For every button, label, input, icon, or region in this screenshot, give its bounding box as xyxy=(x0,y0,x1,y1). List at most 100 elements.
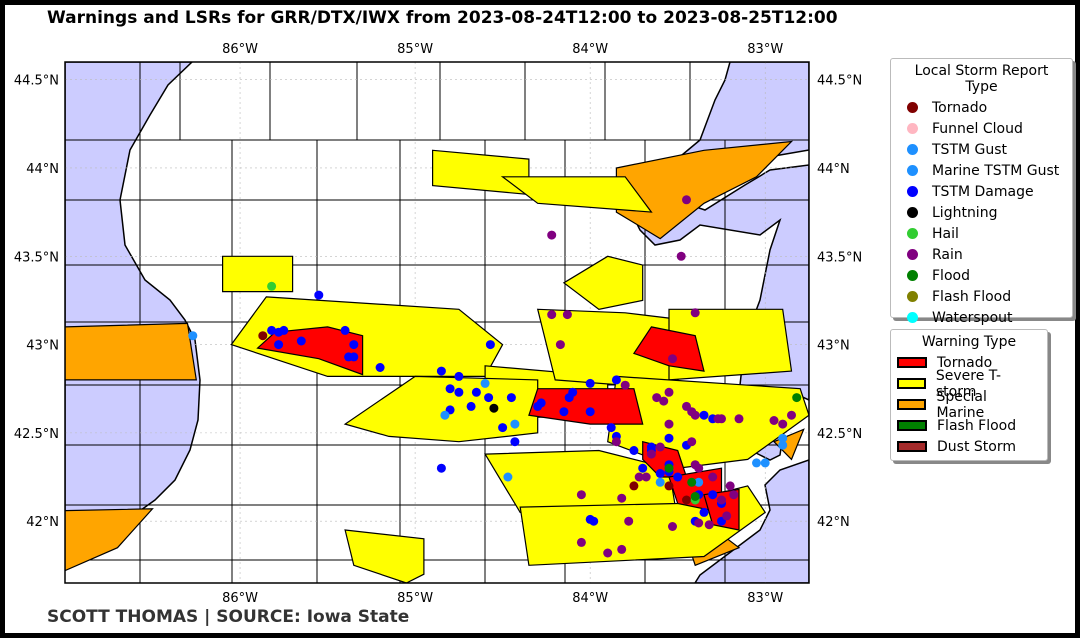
lsr-legend-item: TSTM Damage xyxy=(891,181,1072,202)
tornado-warning-polygon xyxy=(528,388,644,425)
lsr-legend-marker xyxy=(907,207,918,218)
lsr-legend-label: Waterspout xyxy=(932,309,1013,326)
lsr-point-tstm-damage xyxy=(485,340,495,350)
warning-legend-label: Special Marine xyxy=(936,388,987,421)
lsr-point-rain xyxy=(547,310,557,320)
lsr-point-tstm-gust xyxy=(480,378,490,388)
lsr-point-tornado xyxy=(682,495,691,505)
lsr-legend-item: Lightning xyxy=(891,202,1072,223)
lsr-point-tstm-damage xyxy=(638,463,648,473)
lsr-legend-item: Funnel Cloud xyxy=(891,118,1072,139)
map-border xyxy=(64,61,810,584)
lsr-point-tstm-gust xyxy=(510,419,520,429)
warning-legend: Warning Type Tornado Severe T-storm Specia… xyxy=(890,329,1048,461)
lsr-point-tstm-damage xyxy=(445,384,455,394)
lsr-point-rain xyxy=(690,308,700,318)
lsr-legend-item: Flood xyxy=(891,265,1072,286)
lsr-legend-label: Flash Flood xyxy=(932,288,1012,305)
lsr-point-tstm-damage xyxy=(589,516,599,526)
special-marine-warning-polygon xyxy=(65,508,154,572)
lat-tick-label-left: 44°N xyxy=(26,162,59,177)
lsr-point-tstm-damage xyxy=(340,325,350,335)
lsr-legend-label: Tornado xyxy=(932,99,988,116)
lsr-legend-label: Lightning xyxy=(932,204,998,221)
lsr-point-tstm-damage xyxy=(349,340,359,350)
lsr-point-rain xyxy=(664,419,674,429)
lon-tick-label-top: 83°W xyxy=(747,42,783,57)
lsr-point-tstm-damage xyxy=(498,423,508,433)
warning-legend-item: Flash Flood xyxy=(891,415,1047,436)
lsr-point-rain xyxy=(778,419,788,429)
lsr-point-tstm-damage xyxy=(296,336,306,346)
lsr-point-rain xyxy=(717,495,726,505)
lsr-legend-label: Marine TSTM Gust xyxy=(932,162,1060,179)
lsr-point-tstm-damage xyxy=(655,469,665,478)
lsr-point-rain xyxy=(787,410,796,420)
lsr-point-rain xyxy=(547,230,557,240)
lsr-point-rain xyxy=(576,490,586,500)
lsr-point-rain xyxy=(713,414,723,424)
lsr-legend-label: TSTM Damage xyxy=(932,183,1034,200)
lsr-point-tstm-damage xyxy=(436,366,446,376)
lsr-point-tstm-damage xyxy=(436,463,446,473)
lsr-legend: Local Storm Report Type Tornado Funnel Cl… xyxy=(890,58,1073,326)
lsr-point-rain xyxy=(617,493,627,503)
lon-tick-label-bottom: 83°W xyxy=(747,591,783,606)
lsr-legend-item: Hail xyxy=(891,223,1072,244)
warning-legend-swatch xyxy=(897,357,927,368)
lat-tick-label-right: 44.5°N xyxy=(817,74,862,89)
lsr-point-rain xyxy=(668,354,677,364)
lsr-point-rain xyxy=(694,463,704,473)
lsr-point-tornado xyxy=(258,331,268,341)
lsr-point-tstm-damage xyxy=(559,407,569,417)
lsr-point-tstm-gust xyxy=(655,477,665,487)
lsr-point-rain xyxy=(708,472,718,482)
lsr-point-tstm-damage xyxy=(471,387,481,397)
lsr-point-rain xyxy=(725,481,735,491)
lsr-point-tstm-damage xyxy=(510,437,520,447)
lsr-point-tstm-damage xyxy=(611,375,621,385)
credit-text: SCOTT THOMAS | SOURCE: Iowa State xyxy=(47,607,410,627)
lsr-point-tstm-damage xyxy=(564,393,574,403)
warning-legend-swatch xyxy=(897,441,927,452)
lsr-point-rain xyxy=(611,437,621,447)
lsr-point-tstm-damage xyxy=(274,340,284,350)
lsr-point-rain xyxy=(620,380,630,390)
lsr-legend-marker xyxy=(907,228,918,239)
tornado-warning-polygon xyxy=(632,326,705,372)
lsr-legend-marker xyxy=(907,291,918,302)
lsr-legend-label: TSTM Gust xyxy=(932,141,1008,158)
warning-legend-swatch xyxy=(897,399,927,410)
lsr-point-tstm-gust xyxy=(778,433,788,443)
warning-legend-item: Special Marine xyxy=(891,389,1047,421)
warning-legend-item: Severe T-storm xyxy=(891,368,1047,400)
lsr-point-tornado xyxy=(664,481,674,491)
lsr-point-rain xyxy=(646,449,656,459)
lat-tick-label-left: 43.5°N xyxy=(14,250,59,265)
lsr-point-rain xyxy=(664,387,674,397)
lsr-point-tstm-gust xyxy=(440,410,450,420)
lsr-legend-item: Marine TSTM Gust xyxy=(891,160,1072,181)
severe-tstorm-warning-polygon xyxy=(222,255,294,293)
severe-tstorm-warning-polygon xyxy=(344,529,425,583)
lat-tick-label-left: 42°N xyxy=(26,515,59,530)
lsr-point-lightning xyxy=(489,403,499,413)
lsr-point-rain xyxy=(734,414,744,424)
lat-tick-label-right: 43°N xyxy=(817,339,850,354)
lsr-legend-marker xyxy=(907,186,918,197)
lat-tick-label-left: 42.5°N xyxy=(14,427,59,442)
lsr-point-rain xyxy=(682,195,691,205)
lsr-legend-item: Tornado xyxy=(891,97,1072,118)
lake-erie xyxy=(694,459,809,583)
lsr-point-tstm-gust xyxy=(188,331,198,341)
lsr-legend-marker xyxy=(907,102,918,113)
lsr-legend-marker xyxy=(907,312,918,323)
lon-tick-label-top: 84°W xyxy=(572,42,608,57)
lsr-legend-marker xyxy=(907,249,918,260)
lsr-legend-label: Flood xyxy=(932,267,970,284)
figure-title: Warnings and LSRs for GRR/DTX/IWX from 2… xyxy=(47,8,838,28)
lsr-legend-marker xyxy=(907,270,918,281)
lsr-point-tstm-damage xyxy=(606,423,616,433)
lsr-legend-label: Hail xyxy=(932,225,959,242)
lon-tick-label-top: 85°W xyxy=(397,42,433,57)
